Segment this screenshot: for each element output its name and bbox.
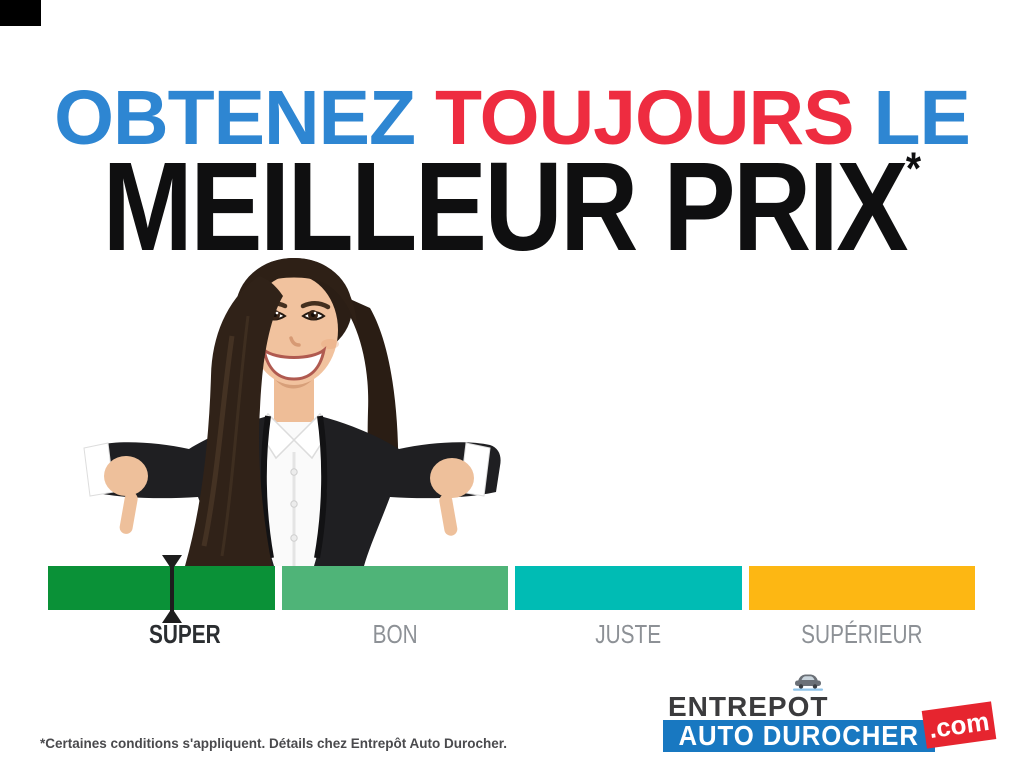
blazer-right [314,416,501,566]
headline-line1: OBTENEZ TOUJOURS LE [0,80,1024,157]
logo-dotcom-tag: .com [921,701,997,749]
logo-entrepot: ENTREPOT [668,691,829,722]
gauge-segment-bon [281,566,508,610]
brand-logo: ENTREPOT AUTO DUROCHER .com [655,668,1005,760]
spokeswoman-photo [83,258,501,566]
hand-left [104,456,148,534]
hair-top [230,258,358,334]
logo-auto-durocher: AUTO DUROCHER [663,720,935,752]
gauge-label-bon: BON [372,619,418,649]
shirt-button [290,468,298,476]
nose [289,336,301,347]
gauge-label-juste: JUSTE [595,619,662,649]
headline-meilleur-prix: MEILLEUR PRIX [102,136,909,277]
headline-word-le: LE [873,75,970,161]
gauge-segment-superieur [748,566,975,610]
gauge-marker [162,555,182,623]
gauge-label-super: SUPER [149,619,222,649]
headline-line2: MEILLEUR PRIX* [0,144,1024,270]
gauge-labels: SUPER BON JUSTE SUPÉRIEUR [48,621,975,647]
eyebrow-right [300,301,331,310]
car-icon [793,674,823,691]
eye-right [301,310,326,321]
hand-right [430,458,474,536]
price-gauge [48,566,975,610]
disclaimer-text: *Certaines conditions s'appliquent. Déta… [40,736,508,751]
shirt-button [290,534,298,542]
headline-word-toujours: TOUJOURS [435,75,854,161]
headline-asterisk: * [906,142,922,194]
ponytail [185,276,283,566]
smile [261,346,327,381]
corner-black-box [0,0,41,26]
gauge-segment-super [48,566,275,610]
shirt-button [290,500,298,508]
headline-word-obtenez: OBTENEZ [54,75,416,161]
gauge-label-superieur: SUPÉRIEUR [801,619,923,649]
gauge-segment-juste [515,566,742,610]
